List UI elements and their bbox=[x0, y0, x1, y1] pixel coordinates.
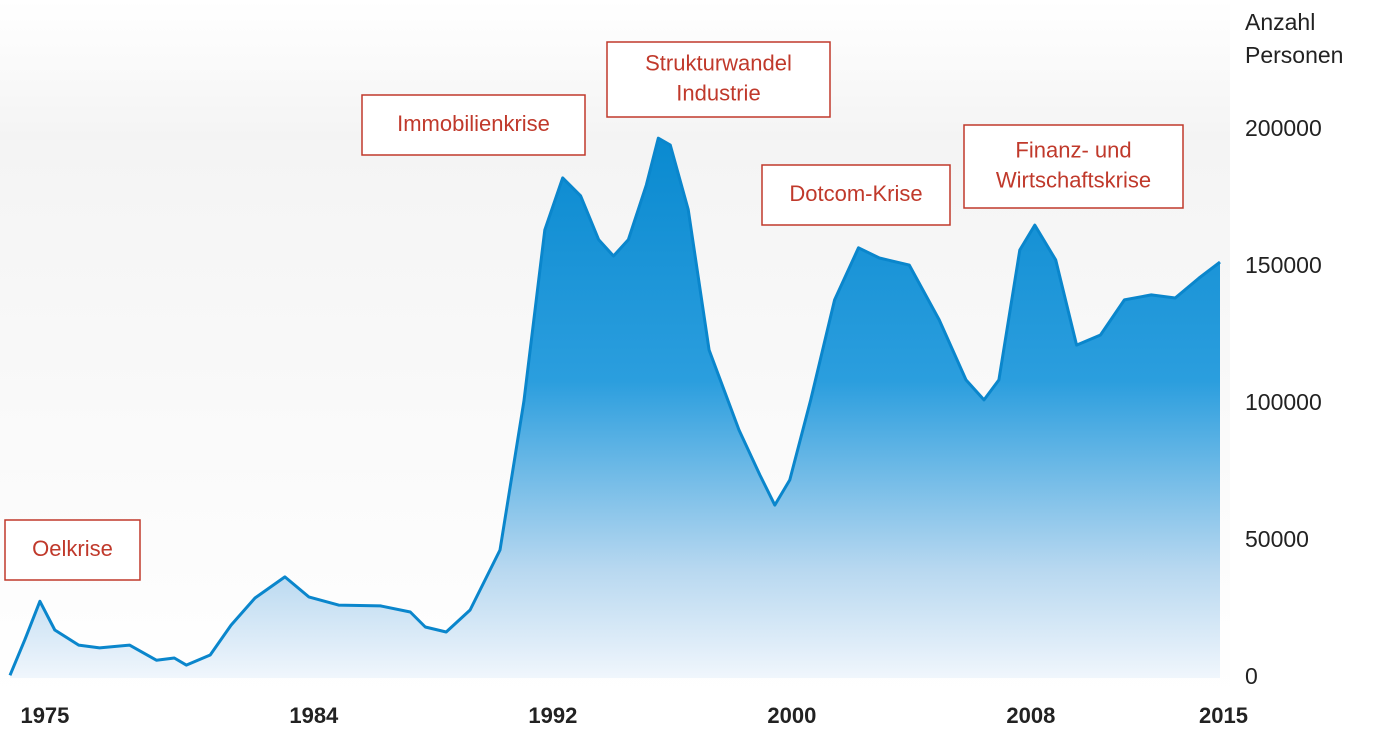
x-tick-label: 1984 bbox=[289, 703, 339, 728]
y-tick-label: 200000 bbox=[1245, 115, 1322, 141]
annotation-text: Wirtschaftskrise bbox=[996, 167, 1151, 192]
annotation-text: Strukturwandel bbox=[645, 50, 792, 75]
annotation-box bbox=[4, 519, 141, 581]
y-tick-label: 50000 bbox=[1245, 526, 1309, 552]
y-axis-label: Personen bbox=[1245, 42, 1343, 68]
annotation-text: Dotcom-Krise bbox=[789, 181, 922, 206]
x-tick-label: 2000 bbox=[767, 703, 816, 728]
y-tick-label: 0 bbox=[1245, 663, 1258, 689]
annotation-text: Finanz- und bbox=[1015, 137, 1131, 162]
annotation-box bbox=[761, 164, 951, 226]
x-tick-label: 2015 bbox=[1199, 703, 1248, 728]
y-tick-label: 100000 bbox=[1245, 389, 1322, 415]
annotation-box bbox=[606, 41, 831, 118]
area-line bbox=[8, 136, 1221, 676]
x-tick-label: 1992 bbox=[528, 703, 577, 728]
annotation-text: Industrie bbox=[676, 80, 760, 105]
y-axis-label: Anzahl bbox=[1245, 9, 1315, 35]
area bbox=[10, 138, 1220, 678]
x-tick-label: 2008 bbox=[1006, 703, 1055, 728]
annotation-text: Immobilienkrise bbox=[397, 111, 550, 136]
annotation-box bbox=[963, 124, 1184, 209]
y-tick-label: 150000 bbox=[1245, 252, 1322, 278]
annotation-box bbox=[361, 94, 586, 156]
annotation-text: Oelkrise bbox=[32, 536, 113, 561]
x-tick-label: 1975 bbox=[20, 703, 69, 728]
